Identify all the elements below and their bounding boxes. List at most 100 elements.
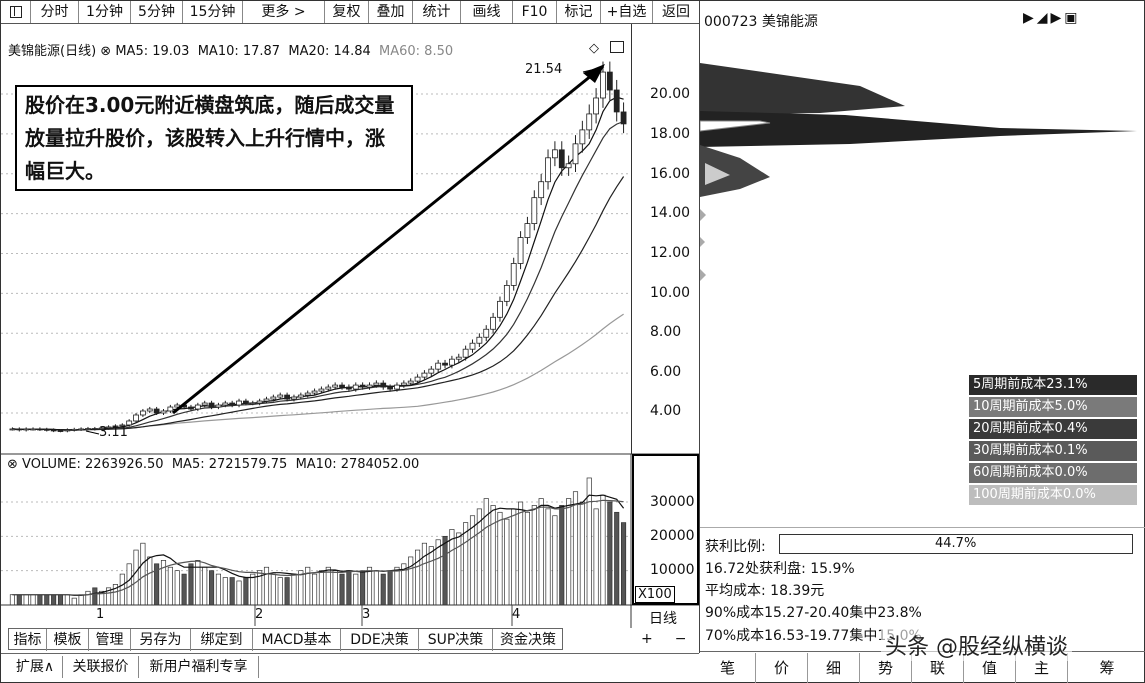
volume-bar	[30, 594, 36, 606]
candle-body	[119, 424, 126, 427]
month-label: 3	[362, 607, 371, 622]
volume-bar	[85, 590, 91, 606]
panel-toggle-icon[interactable]	[1, 1, 31, 23]
candle-body	[311, 390, 318, 394]
candle-body	[421, 372, 428, 378]
tab-price[interactable]: 价	[756, 653, 808, 683]
tab-trend[interactable]: 势	[860, 653, 912, 683]
candle-body	[304, 392, 311, 396]
volume-bar	[140, 542, 146, 606]
candle-body	[579, 129, 586, 145]
price-label: 8.00	[650, 324, 682, 340]
candle-body	[428, 368, 435, 374]
candle-body	[545, 157, 551, 183]
volume-bar	[415, 549, 421, 606]
adjust-button[interactable]: 复权	[325, 1, 369, 23]
candle-body	[78, 428, 84, 431]
candle-body	[270, 396, 277, 400]
volume-bar	[504, 518, 510, 606]
candle-body	[593, 97, 599, 115]
candle-body	[455, 356, 462, 360]
price-volume-chart	[1, 61, 699, 628]
volume-bar	[318, 570, 324, 606]
tab-15min[interactable]: 15分钟	[183, 1, 243, 23]
tab-value[interactable]: 值	[964, 653, 1016, 683]
volume-bar	[16, 594, 22, 606]
price-label: 16.00	[650, 166, 691, 182]
tab-indicator[interactable]: 指标	[9, 629, 47, 651]
volume-bar	[346, 570, 352, 606]
volume-label: 20000	[650, 528, 695, 544]
candle-body	[565, 163, 572, 169]
candle-body	[222, 402, 229, 406]
candle-body	[552, 149, 558, 159]
price-label: 14.00	[650, 205, 691, 221]
zoom-buttons[interactable]: +−	[641, 631, 709, 647]
volume-bar	[456, 532, 462, 606]
volume-bar	[147, 556, 153, 606]
chip-tick	[700, 209, 706, 221]
volume-bar	[250, 573, 256, 606]
ma5-line	[12, 96, 624, 431]
add-watchlist-button[interactable]: +自选	[601, 1, 653, 23]
tab-chip[interactable]: 筹	[1099, 659, 1115, 677]
tab-manage[interactable]: 管理	[89, 629, 131, 651]
tab-save-as[interactable]: 另存为	[131, 629, 191, 651]
volume-bar	[92, 587, 98, 606]
tab-tick[interactable]: 笔	[700, 653, 756, 683]
tab-new-user[interactable]: 新用户福利专享	[139, 656, 259, 678]
more-dropdown[interactable]: 更多 >	[243, 1, 325, 23]
volume-legend: ⊗ VOLUME: 2263926.50 MA5: 2721579.75 MA1…	[7, 457, 420, 472]
tab-funds[interactable]: 资金决策	[500, 632, 556, 648]
tab-expand[interactable]: 扩展∧	[8, 656, 63, 678]
candle-body	[517, 237, 524, 264]
candle-body	[291, 396, 297, 400]
low-price-label: 3.11	[99, 425, 128, 440]
candle-body	[146, 408, 153, 412]
candle-body	[98, 427, 105, 430]
volume-bar	[579, 501, 585, 606]
stats-button[interactable]: 统计	[413, 1, 461, 23]
candle-body	[43, 428, 50, 431]
tab-detail[interactable]: 细	[808, 653, 860, 683]
volume-bar	[545, 508, 551, 606]
volume-bar	[490, 505, 496, 606]
mark-button[interactable]: 标记	[557, 1, 601, 23]
volume-bar	[133, 549, 139, 606]
profit-ratio-bar: 44.7%	[779, 534, 1133, 554]
tab-1min[interactable]: 1分钟	[79, 1, 131, 23]
legend-100w: 100周期前成本0.0%	[969, 485, 1137, 505]
candle-body	[586, 113, 593, 131]
legend-20w: 20周期前成本0.4%	[969, 419, 1137, 439]
overlay-button[interactable]: 叠加	[369, 1, 413, 23]
tab-related-quotes[interactable]: 关联报价	[63, 656, 139, 678]
back-button[interactable]: 返回	[662, 4, 690, 20]
f10-button[interactable]: F10	[513, 1, 557, 23]
tab-intraday[interactable]: 分时	[31, 1, 79, 23]
volume-label: 10000	[650, 562, 695, 578]
tab-template[interactable]: 模板	[47, 629, 89, 651]
volume-bar	[37, 594, 43, 606]
tab-5min[interactable]: 5分钟	[131, 1, 183, 23]
candle-body	[613, 89, 620, 113]
volume-bar	[202, 566, 208, 606]
draw-line-button[interactable]: 画线	[461, 1, 513, 23]
chip-tick	[700, 237, 705, 247]
tab-bind[interactable]: 绑定到	[191, 629, 253, 651]
volume-bar	[57, 594, 64, 606]
volume-bar	[614, 511, 620, 606]
volume-bar	[332, 570, 338, 606]
chip-tool-icons[interactable]: ▶◢▶▣	[1023, 10, 1081, 26]
ma60-line	[12, 313, 624, 431]
window-icon[interactable]	[610, 41, 624, 53]
volume-bar	[174, 570, 180, 606]
tab-sup[interactable]: SUP决策	[419, 629, 493, 651]
tab-link[interactable]: 联	[912, 653, 964, 683]
annotation-box: 股价在3.00元附近横盘筑底，随后成交量放量拉升股价，该股转入上升行情中，涨幅巨…	[15, 85, 413, 191]
volume-bar	[23, 594, 29, 606]
diamond-icon[interactable]: ◇	[589, 41, 599, 56]
tab-macd[interactable]: MACD基本	[253, 629, 341, 651]
tab-dde[interactable]: DDE决策	[341, 629, 419, 651]
volume-bar	[263, 566, 270, 606]
tab-main[interactable]: 主	[1016, 653, 1068, 683]
